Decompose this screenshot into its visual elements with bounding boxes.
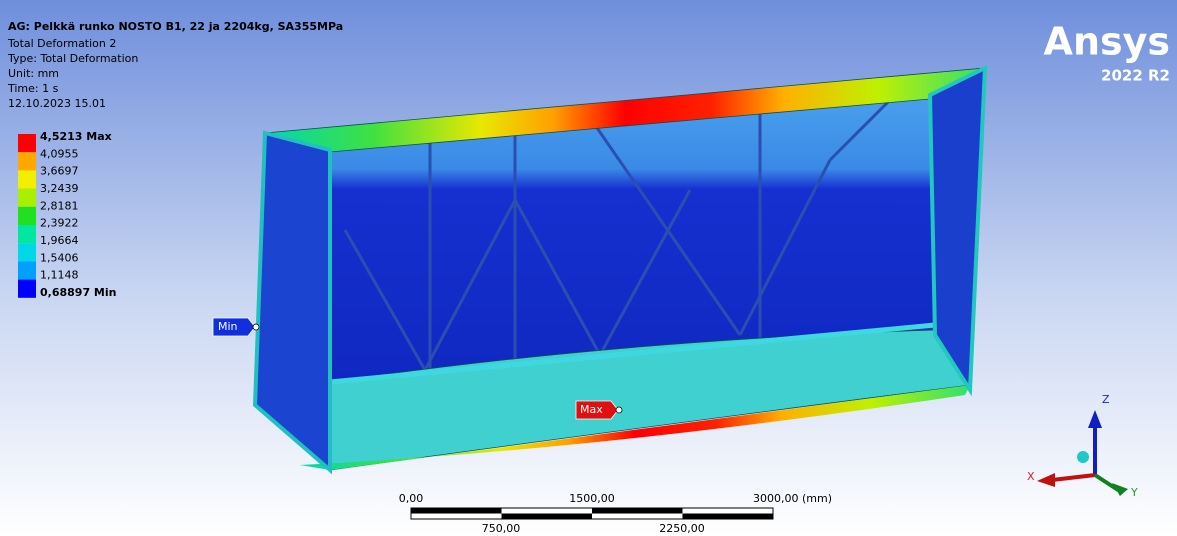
legend-label: 1,1148 [40,269,79,282]
legend-label: 2,8181 [40,199,79,212]
legend-label: 4,0955 [40,147,79,160]
scale-label: 750,00 [482,522,521,535]
logo-version: 2022 R2 [1101,67,1170,85]
legend-label: 4,5213 Max [40,130,112,143]
scale-label: 3000,00 (mm) [753,492,832,505]
max-label: Max [580,403,603,416]
title: AG: Pelkkä runko NOSTO B1, 22 ja 2204kg,… [8,20,343,33]
legend-label: 1,9664 [40,234,79,247]
legend-label: 1,5406 [40,251,79,264]
legend-label: 3,6697 [40,165,79,178]
info-line: Unit: mm [8,67,59,80]
legend-label: 2,3922 [40,217,79,230]
info-line: Type: Total Deformation [7,52,138,65]
min-label: Min [218,320,238,333]
viewport: AG: Pelkkä runko NOSTO B1, 22 ja 2204kg,… [0,0,1177,536]
legend-label: 3,2439 [40,182,79,195]
page: AG: Pelkkä runko NOSTO B1, 22 ja 2204kg,… [0,0,1177,536]
legend-label: 0,68897 Min [40,286,116,299]
info-line: Total Deformation 2 [7,37,116,50]
scale-label: 1500,00 [569,492,615,505]
scale-label: 0,00 [399,492,424,505]
logo: Ansys [1044,20,1170,64]
info-line: Time: 1 s [7,82,59,95]
axis-y: Y [1130,486,1138,499]
axis-z: Z [1102,393,1110,406]
legend-swatches [18,134,36,298]
info-line: 12.10.2023 15.01 [8,97,106,110]
axis-x: X [1027,470,1035,483]
scale-label: 2250,00 [659,522,705,535]
